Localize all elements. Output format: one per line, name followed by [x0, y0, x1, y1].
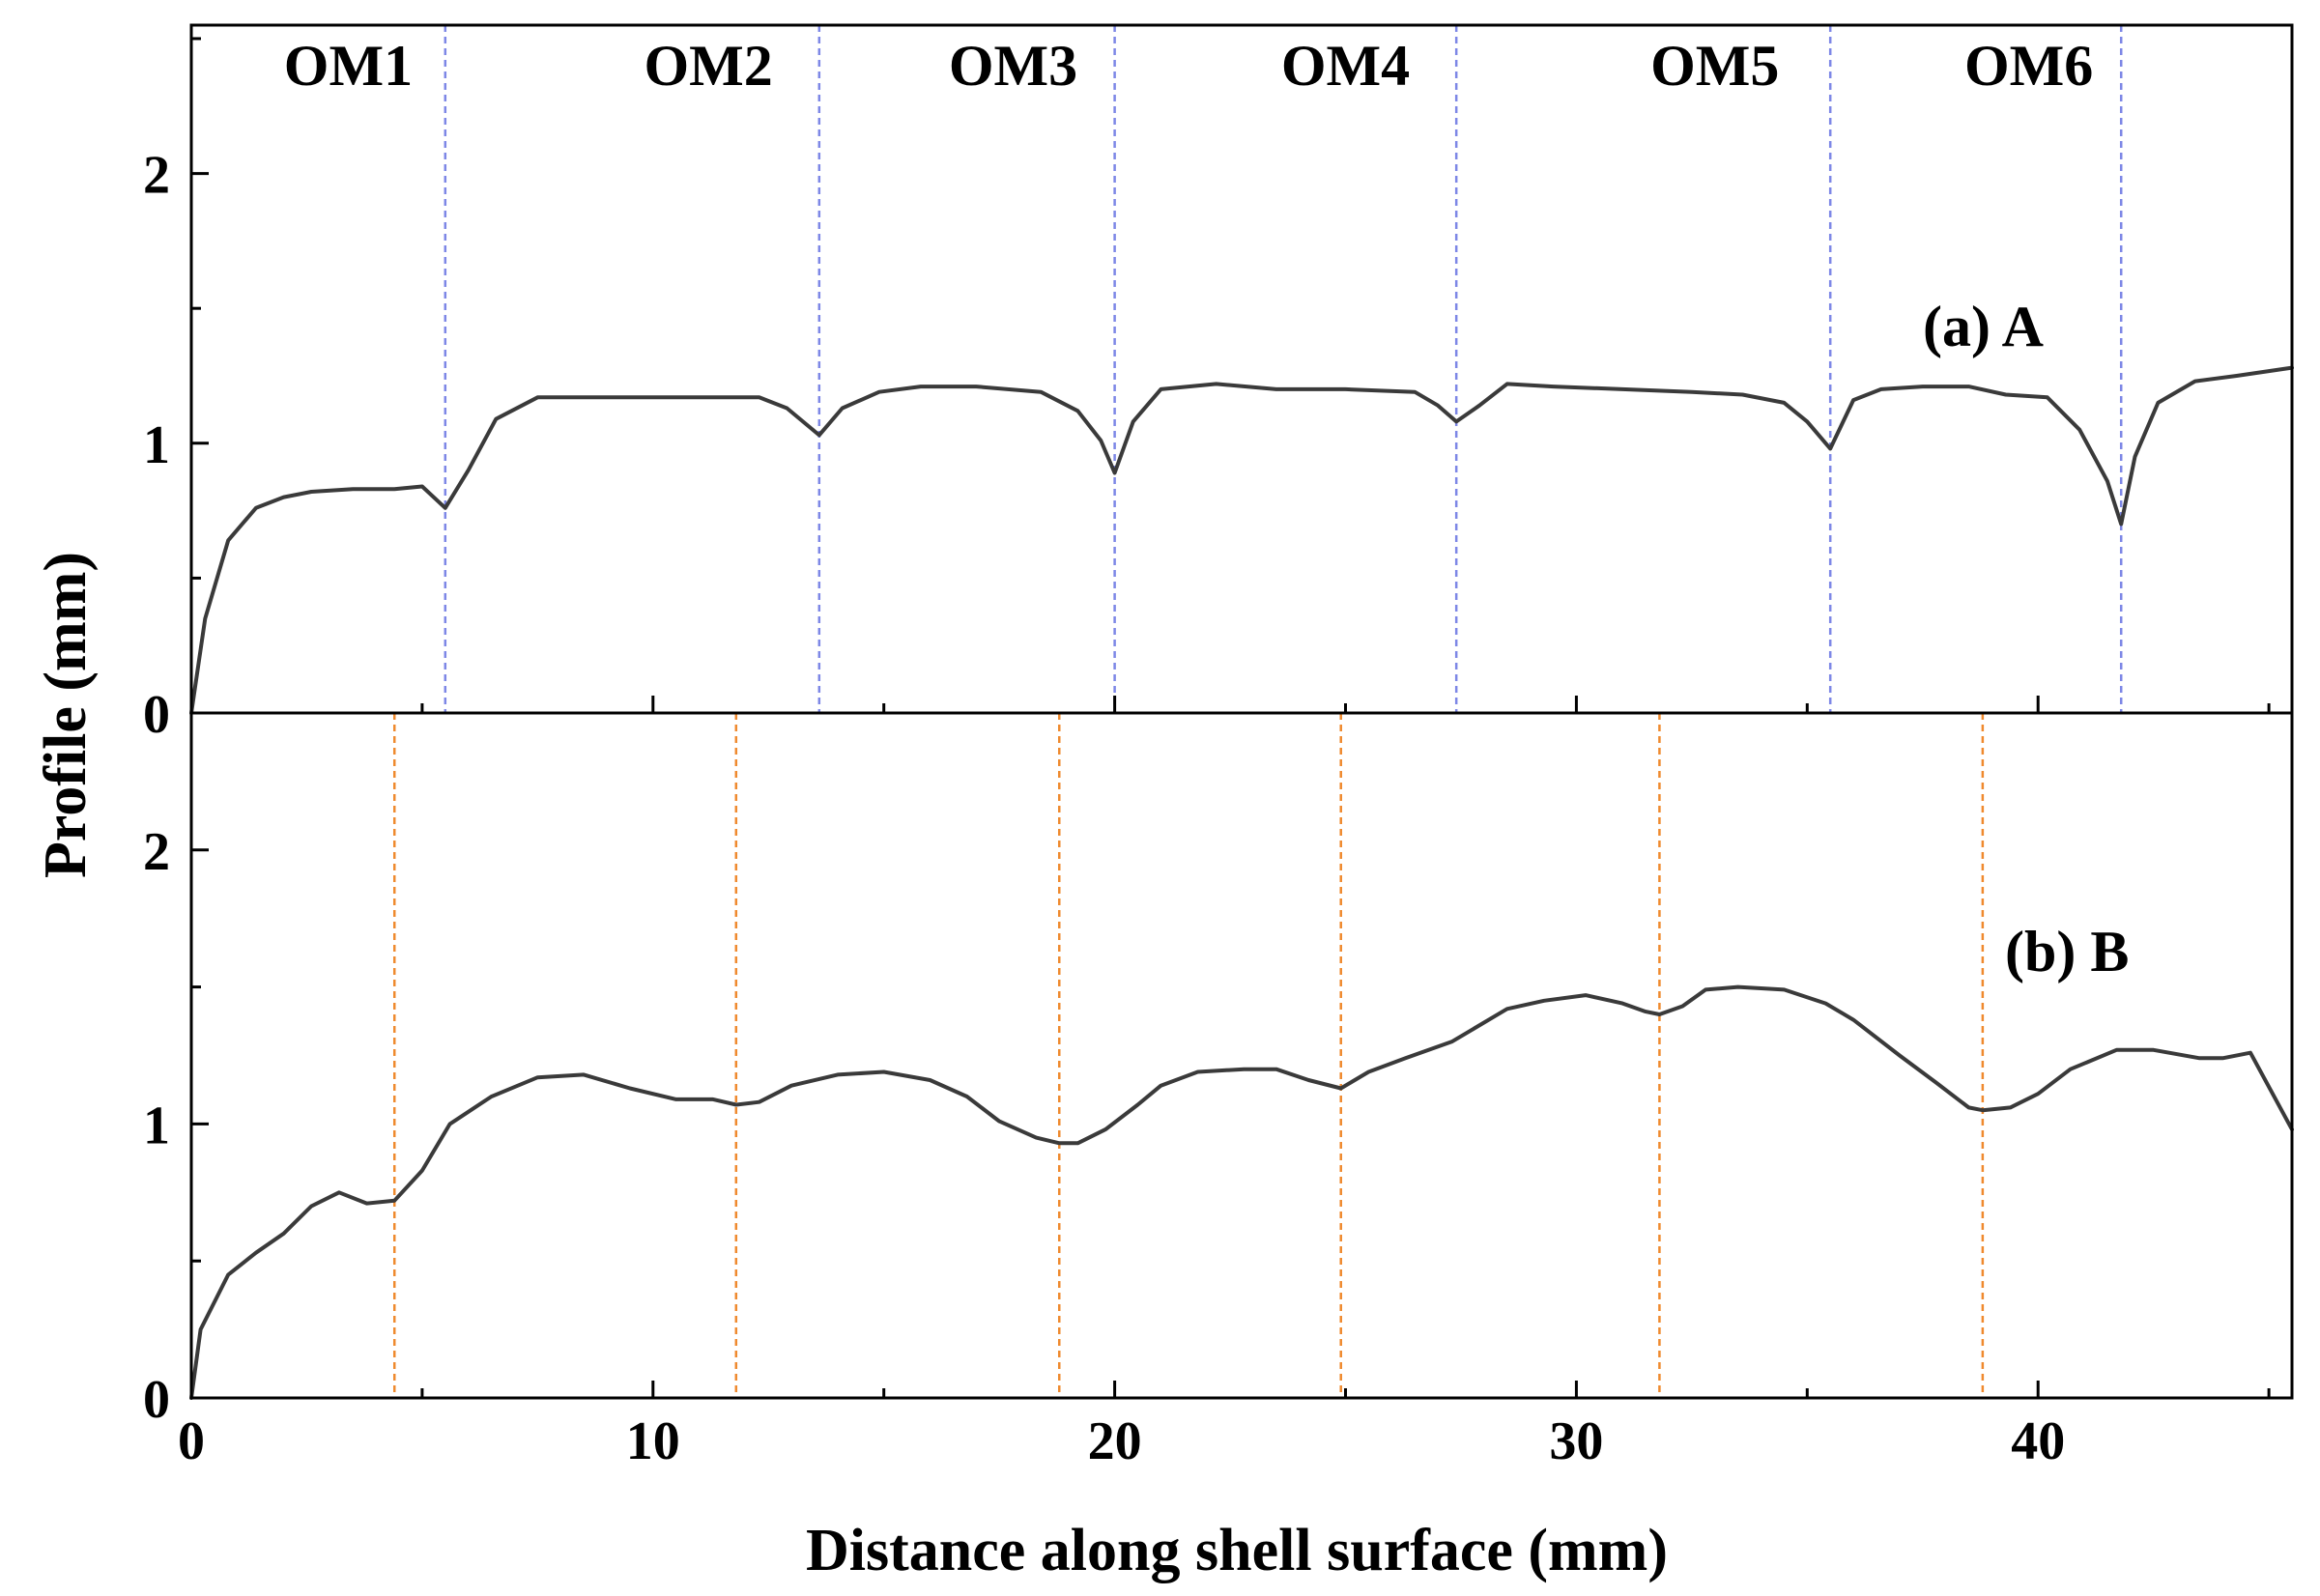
panel-b-x-ticks [189, 1381, 2271, 1398]
panel-b-y-tick-label-2: 1 [143, 1096, 170, 1155]
x-tick-label-3: 20 [1088, 1411, 1142, 1471]
panel-b-dividers [392, 713, 1985, 1398]
region-label-om5: OM5 [1650, 34, 1779, 98]
panel-a-y-ticks: 0 1 2 [143, 37, 209, 745]
panel-a-region-labels: OM1 OM2 OM3 OM4 OM5 OM6 [284, 34, 2094, 98]
region-label-om2: OM2 [644, 34, 772, 98]
panel-a-y-tick-label-1: 0 [143, 685, 170, 745]
panel-a: OM1 OM2 OM3 OM4 OM5 OM6 (a) A 0 1 2 [143, 23, 2294, 745]
panel-a-x-ticks [189, 696, 2271, 713]
panel-a-frame [189, 23, 2294, 715]
x-tick-label-1: 0 [178, 1411, 205, 1471]
panel-a-y-tick-label-3: 2 [143, 146, 170, 206]
panel-b-y-tick-label-1: 0 [143, 1370, 170, 1430]
panel-a-annotation: (a) A [1923, 295, 2044, 358]
x-tick-label-4: 30 [1549, 1411, 1603, 1471]
region-label-om3: OM3 [949, 34, 1077, 98]
panel-b-y-tick-label-3: 2 [143, 822, 170, 882]
x-tick-label-5: 40 [2011, 1411, 2065, 1471]
panel-b-annotation: (b) B [2005, 920, 2129, 983]
x-axis-title: Distance along shell surface (mm) [806, 1518, 1668, 1583]
x-tick-labels: 0 10 20 30 40 [178, 1411, 2065, 1471]
panel-b-frame [189, 711, 2294, 1400]
region-label-om1: OM1 [284, 34, 413, 98]
region-label-om6: OM6 [1964, 34, 2093, 98]
panel-b: (b) B 0 1 2 [143, 711, 2294, 1430]
y-axis-title: Profile (mm) [33, 552, 99, 878]
panel-b-profile-line [189, 984, 2294, 1400]
panel-a-profile-line [189, 365, 2294, 715]
region-label-om4: OM4 [1281, 34, 1410, 98]
panel-a-dividers [444, 25, 2123, 713]
x-tick-label-2: 10 [626, 1411, 680, 1471]
panel-a-y-tick-label-2: 1 [143, 415, 170, 475]
